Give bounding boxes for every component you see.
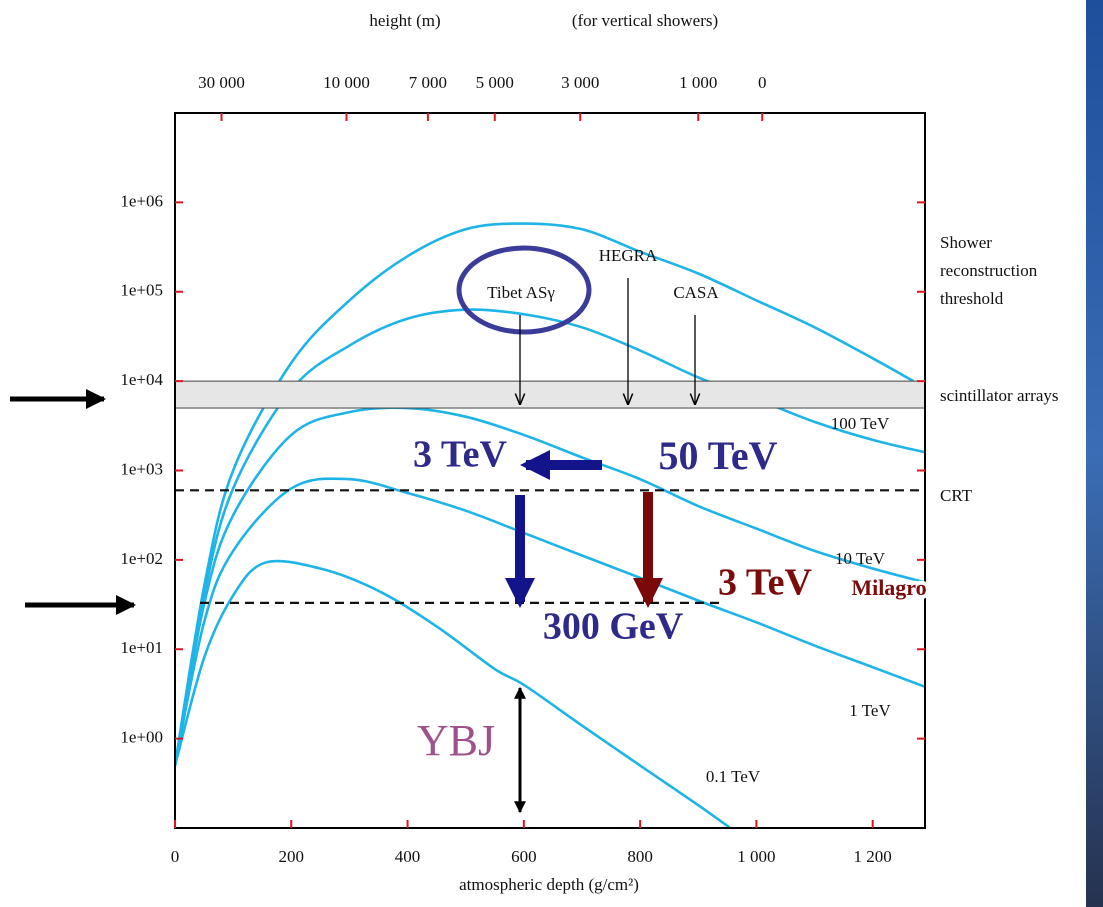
x-tick-label: 1 200 xyxy=(854,847,892,866)
energy-label: 50 TeV xyxy=(659,433,778,478)
right-label: scintillator arrays xyxy=(940,386,1059,405)
x2-tick-label: 3 000 xyxy=(561,73,599,92)
y-tick-label: 1e+05 xyxy=(120,281,163,300)
x-tick-label: 400 xyxy=(395,847,421,866)
curve-label: 0.1 TeV xyxy=(706,767,761,786)
series-line xyxy=(175,477,925,766)
side-strip xyxy=(1086,0,1103,907)
x2-tick-label: 5 000 xyxy=(476,73,514,92)
curve-label: 10 TeV xyxy=(835,549,886,568)
energy-label: 3 TeV xyxy=(413,434,508,476)
x-tick-label: 0 xyxy=(171,847,180,866)
x2-tick-label: 30 000 xyxy=(198,73,245,92)
curve-label: 1 TeV xyxy=(849,701,891,720)
curve-label: 100 TeV xyxy=(831,414,890,433)
y-tick-label: 1e+03 xyxy=(120,459,163,478)
curves xyxy=(175,222,925,828)
y-tick-label: 1e+04 xyxy=(120,370,163,389)
x-tick-label: 1 000 xyxy=(737,847,775,866)
overlays: 0.1 TeV 1 TeV 10 TeV 100 TeV xyxy=(174,380,926,786)
energy-label: 3 TeV xyxy=(718,562,813,604)
y-tick-label: 1e+01 xyxy=(120,638,163,657)
y-tick-label: 1e+02 xyxy=(120,549,163,568)
x-tick-label: 600 xyxy=(511,847,537,866)
x2-tick-label: 0 xyxy=(758,73,767,92)
x2-axis-title: height (m) xyxy=(369,11,440,30)
experiment-label: HEGRA xyxy=(599,246,658,265)
right-label: reconstruction xyxy=(940,261,1038,280)
x-tick-label: 800 xyxy=(627,847,653,866)
axes: 0 200 400 600 800 1 000 1 200 30 000 10 000 7 000… xyxy=(120,73,925,866)
right-label: CRT xyxy=(940,486,973,505)
right-label: threshold xyxy=(940,289,1004,308)
y-tick-label: 1e+00 xyxy=(120,728,163,747)
x2-axis-note: (for vertical showers) xyxy=(572,11,718,30)
y-tick-label: 1e+06 xyxy=(120,191,163,210)
x2-tick-label: 1 000 xyxy=(679,73,717,92)
series-line xyxy=(175,308,925,766)
site-label: YBJ xyxy=(417,716,495,765)
detector-band xyxy=(174,380,926,409)
plot-frame xyxy=(174,112,926,829)
highlight-ellipse xyxy=(456,245,592,335)
series-line xyxy=(175,222,915,766)
experiment-label: CASA xyxy=(673,283,719,302)
experiment-label: Milagro xyxy=(851,575,926,600)
x2-tick-label: 10 000 xyxy=(323,73,370,92)
energy-label: 300 GeV xyxy=(543,606,684,648)
series-line xyxy=(175,559,731,828)
x2-tick-label: 7 000 xyxy=(409,73,447,92)
series-line xyxy=(175,406,925,766)
experiment-label: Tibet ASγ xyxy=(487,283,555,302)
x-axis-title: atmospheric depth (g/cm²) xyxy=(459,875,639,894)
x-tick-label: 200 xyxy=(279,847,305,866)
right-label: Shower xyxy=(940,233,992,252)
